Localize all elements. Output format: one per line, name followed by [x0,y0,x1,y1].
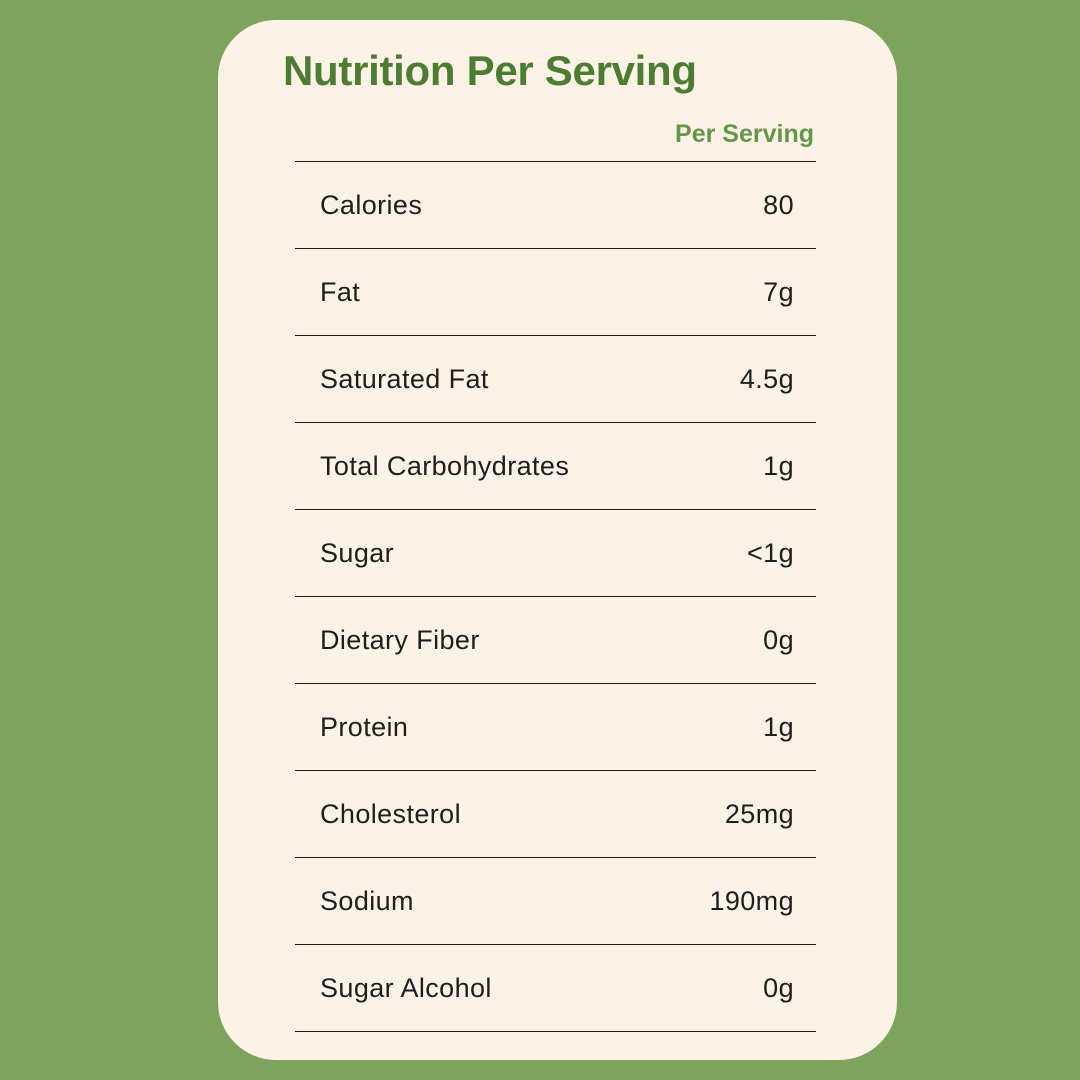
row-label: Protein [320,711,409,742]
nutrition-table: Per Serving Calories 80 Fat 7g Saturated Fat… [295,96,816,1032]
table-row: Sugar <1g [295,510,816,597]
row-value: 25mg [724,798,794,829]
table-row: Fat 7g [295,249,816,336]
row-value: 80 [763,189,794,220]
table-header-row: Per Serving [295,96,816,162]
row-label: Calories [320,189,423,220]
table-row: Calories 80 [295,162,816,249]
nutrition-table-rows: Calories 80 Fat 7g Saturated Fat 4.5g Total Ca… [295,162,816,1032]
per-serving-column-header: Per Serving [675,120,814,148]
table-row: Saturated Fat 4.5g [295,336,816,423]
row-label: Saturated Fat [320,363,489,394]
table-row: Protein 1g [295,684,816,771]
row-label: Dietary Fiber [320,624,480,655]
row-label: Total Carbohydrates [320,450,570,481]
row-value: 1g [763,450,794,481]
nutrition-card: Nutrition Per Serving Per Serving Calori… [218,20,897,1060]
table-row: Cholesterol 25mg [295,771,816,858]
row-label: Sodium [320,885,414,916]
table-row: Dietary Fiber 0g [295,597,816,684]
row-value: 4.5g [739,363,794,394]
table-row: Sodium 190mg [295,858,816,945]
row-label: Sugar Alcohol [320,972,492,1003]
row-label: Fat [320,276,361,307]
row-label: Cholesterol [320,798,461,829]
row-value: 1g [763,711,794,742]
page-title: Nutrition Per Serving [283,47,697,94]
table-row: Total Carbohydrates 1g [295,423,816,510]
row-value: 7g [763,276,794,307]
table-row: Sugar Alcohol 0g [295,945,816,1032]
row-value: 0g [763,624,794,655]
row-label: Sugar [320,537,395,568]
row-value: 190mg [709,885,794,916]
row-value: <1g [747,537,794,568]
row-value: 0g [763,972,794,1003]
